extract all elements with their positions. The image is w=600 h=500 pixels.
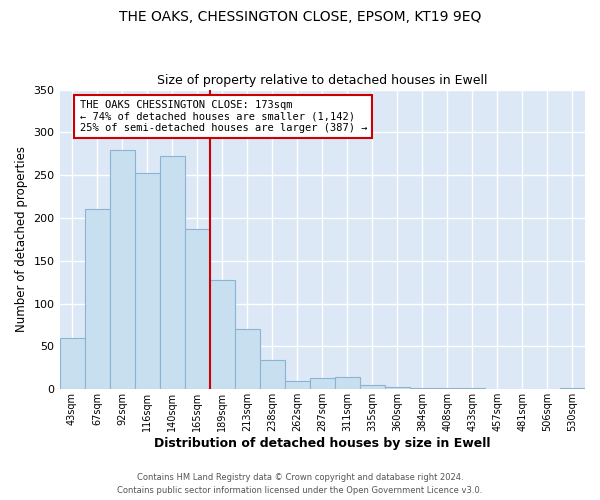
Bar bbox=[360, 385, 385, 390]
Bar bbox=[59, 338, 85, 390]
X-axis label: Distribution of detached houses by size in Ewell: Distribution of detached houses by size … bbox=[154, 437, 491, 450]
Bar bbox=[235, 330, 260, 390]
Bar bbox=[385, 386, 410, 390]
Bar bbox=[260, 360, 285, 390]
Bar bbox=[285, 380, 310, 390]
Y-axis label: Number of detached properties: Number of detached properties bbox=[15, 146, 28, 332]
Bar bbox=[85, 210, 110, 390]
Text: Contains HM Land Registry data © Crown copyright and database right 2024.
Contai: Contains HM Land Registry data © Crown c… bbox=[118, 474, 482, 495]
Bar bbox=[335, 378, 360, 390]
Bar bbox=[310, 378, 335, 390]
Bar bbox=[185, 229, 209, 390]
Bar bbox=[160, 156, 185, 390]
Title: Size of property relative to detached houses in Ewell: Size of property relative to detached ho… bbox=[157, 74, 488, 87]
Bar bbox=[209, 280, 235, 390]
Text: THE OAKS CHESSINGTON CLOSE: 173sqm
← 74% of detached houses are smaller (1,142)
: THE OAKS CHESSINGTON CLOSE: 173sqm ← 74%… bbox=[80, 100, 367, 133]
Bar bbox=[460, 388, 485, 390]
Bar bbox=[110, 150, 134, 390]
Text: THE OAKS, CHESSINGTON CLOSE, EPSOM, KT19 9EQ: THE OAKS, CHESSINGTON CLOSE, EPSOM, KT19… bbox=[119, 10, 481, 24]
Bar bbox=[560, 388, 585, 390]
Bar bbox=[435, 388, 460, 390]
Bar bbox=[410, 388, 435, 390]
Bar bbox=[134, 174, 160, 390]
